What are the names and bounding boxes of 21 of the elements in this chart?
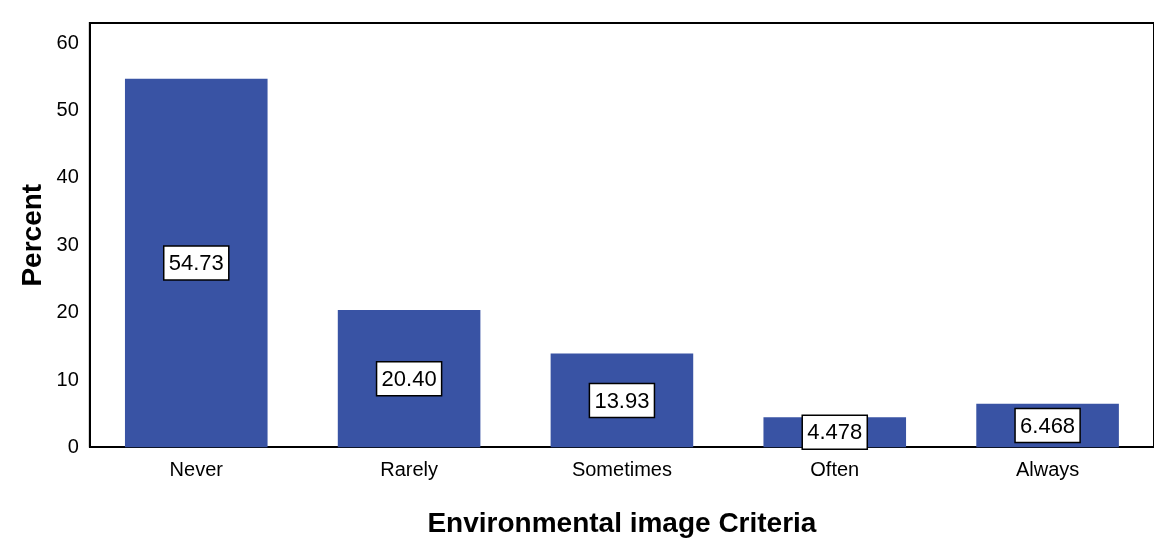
x-tick-label: Sometimes [571, 457, 672, 480]
data-label: 20.40 [381, 365, 437, 391]
y-tick-label: 20 [56, 300, 79, 323]
data-label: 6.468 [1020, 412, 1076, 438]
bar [337, 309, 481, 448]
y-tick-label: 10 [56, 367, 79, 390]
y-tick-label: 60 [56, 30, 79, 53]
x-tick-label: Rarely [380, 457, 438, 480]
y-tick-label: 40 [56, 165, 79, 188]
y-tick-label: 0 [67, 434, 79, 457]
x-tick-label: Never [169, 457, 224, 480]
x-axis-title: Environmental image Criteria [427, 506, 817, 538]
y-tick-label: 30 [56, 232, 79, 255]
x-tick-label: Always [1015, 457, 1080, 480]
y-tick-label: 50 [56, 98, 79, 121]
bar [124, 78, 268, 448]
x-tick-label: Often [810, 457, 860, 480]
data-label: 54.73 [168, 250, 224, 276]
y-axis-title: Percent [15, 183, 47, 287]
data-label: 13.93 [594, 387, 650, 413]
data-label: 4.478 [807, 419, 863, 445]
